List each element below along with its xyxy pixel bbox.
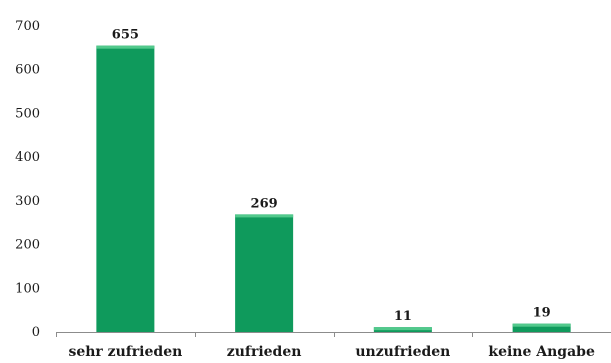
y-tick-label: 100 [15,281,40,296]
y-tick-label: 700 [15,19,40,34]
x-category-label: keine Angabe [488,344,595,360]
bar-highlight [513,324,571,327]
y-tick-label: 600 [15,63,40,78]
bar-value-label: 655 [112,28,139,43]
y-tick-label: 0 [32,325,40,340]
data-labels: 655 269 11 19 [112,28,551,325]
bar-highlight [96,46,154,49]
bars [96,46,570,332]
y-axis-ticks: 0 100 200 300 400 500 600 700 [15,19,40,340]
bar-value-label: 19 [533,306,551,321]
x-category-label: zufrieden [227,344,302,360]
y-tick-label: 300 [15,194,40,209]
bar [235,214,293,332]
bar-highlight [374,327,432,330]
x-category-label: unzufrieden [355,344,450,360]
bar-highlight [235,214,293,217]
category-labels: sehr zufrieden zufrieden unzufrieden keine … [68,344,595,360]
bar-value-label: 269 [251,196,278,211]
bar [96,46,154,332]
bar-value-label: 11 [394,309,412,324]
y-tick-label: 200 [15,238,40,253]
y-tick-label: 500 [15,106,40,121]
y-tick-label: 400 [15,150,40,165]
x-category-label: sehr zufrieden [68,344,182,360]
